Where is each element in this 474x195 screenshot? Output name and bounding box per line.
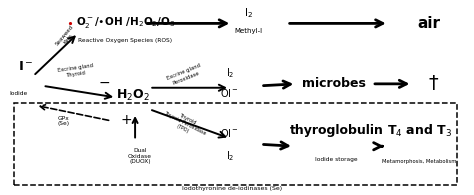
Text: I$_2$: I$_2$ — [226, 149, 234, 163]
Text: Methyl-I: Methyl-I — [235, 28, 263, 34]
Text: thyroglobulin: thyroglobulin — [290, 124, 383, 137]
Text: Excrine gland
Thyroid: Excrine gland Thyroid — [57, 63, 94, 79]
Text: Thyroid
Thyroid Peroxidase
(TPO): Thyroid Thyroid Peroxidase (TPO) — [160, 106, 210, 142]
Text: H$_2$O$_2$: H$_2$O$_2$ — [116, 88, 150, 103]
Text: $-$: $-$ — [98, 75, 110, 89]
Text: I$_2$: I$_2$ — [244, 6, 254, 20]
Bar — [14, 103, 457, 185]
Text: Excrine gland
Peroxidase: Excrine gland Peroxidase — [166, 63, 203, 87]
Text: Metamorphosis, Metabolism: Metamorphosis, Metabolism — [382, 159, 457, 164]
Text: Reactive Oxygen Species (ROS): Reactive Oxygen Species (ROS) — [78, 38, 173, 43]
Text: OI$^-$: OI$^-$ — [220, 127, 239, 139]
Text: Iodide storage: Iodide storage — [315, 157, 358, 162]
Text: †: † — [429, 74, 438, 93]
Text: Seaweed
Kelp: Seaweed Kelp — [54, 24, 79, 50]
Text: microbes: microbes — [302, 77, 366, 90]
Text: T$_4$ and T$_3$: T$_4$ and T$_3$ — [387, 123, 452, 139]
Text: air: air — [418, 16, 440, 31]
Text: I$_2$: I$_2$ — [226, 66, 234, 80]
Text: Iodide: Iodide — [10, 91, 28, 96]
Text: I$^-$: I$^-$ — [18, 60, 34, 73]
Text: OI$^-$: OI$^-$ — [220, 87, 239, 99]
Text: GPx
(Se): GPx (Se) — [58, 115, 70, 126]
Text: Dual
Oxidase
(DUOX): Dual Oxidase (DUOX) — [128, 148, 152, 164]
Text: $\bullet$: $\bullet$ — [66, 17, 73, 27]
Text: Iodothyronine de-iodinases (Se): Iodothyronine de-iodinases (Se) — [182, 186, 283, 191]
Text: O$_2^-$/$\bullet$OH /H$_2$O$_2$/O$_3$: O$_2^-$/$\bullet$OH /H$_2$O$_2$/O$_3$ — [76, 15, 175, 30]
Text: $+$: $+$ — [119, 113, 132, 127]
